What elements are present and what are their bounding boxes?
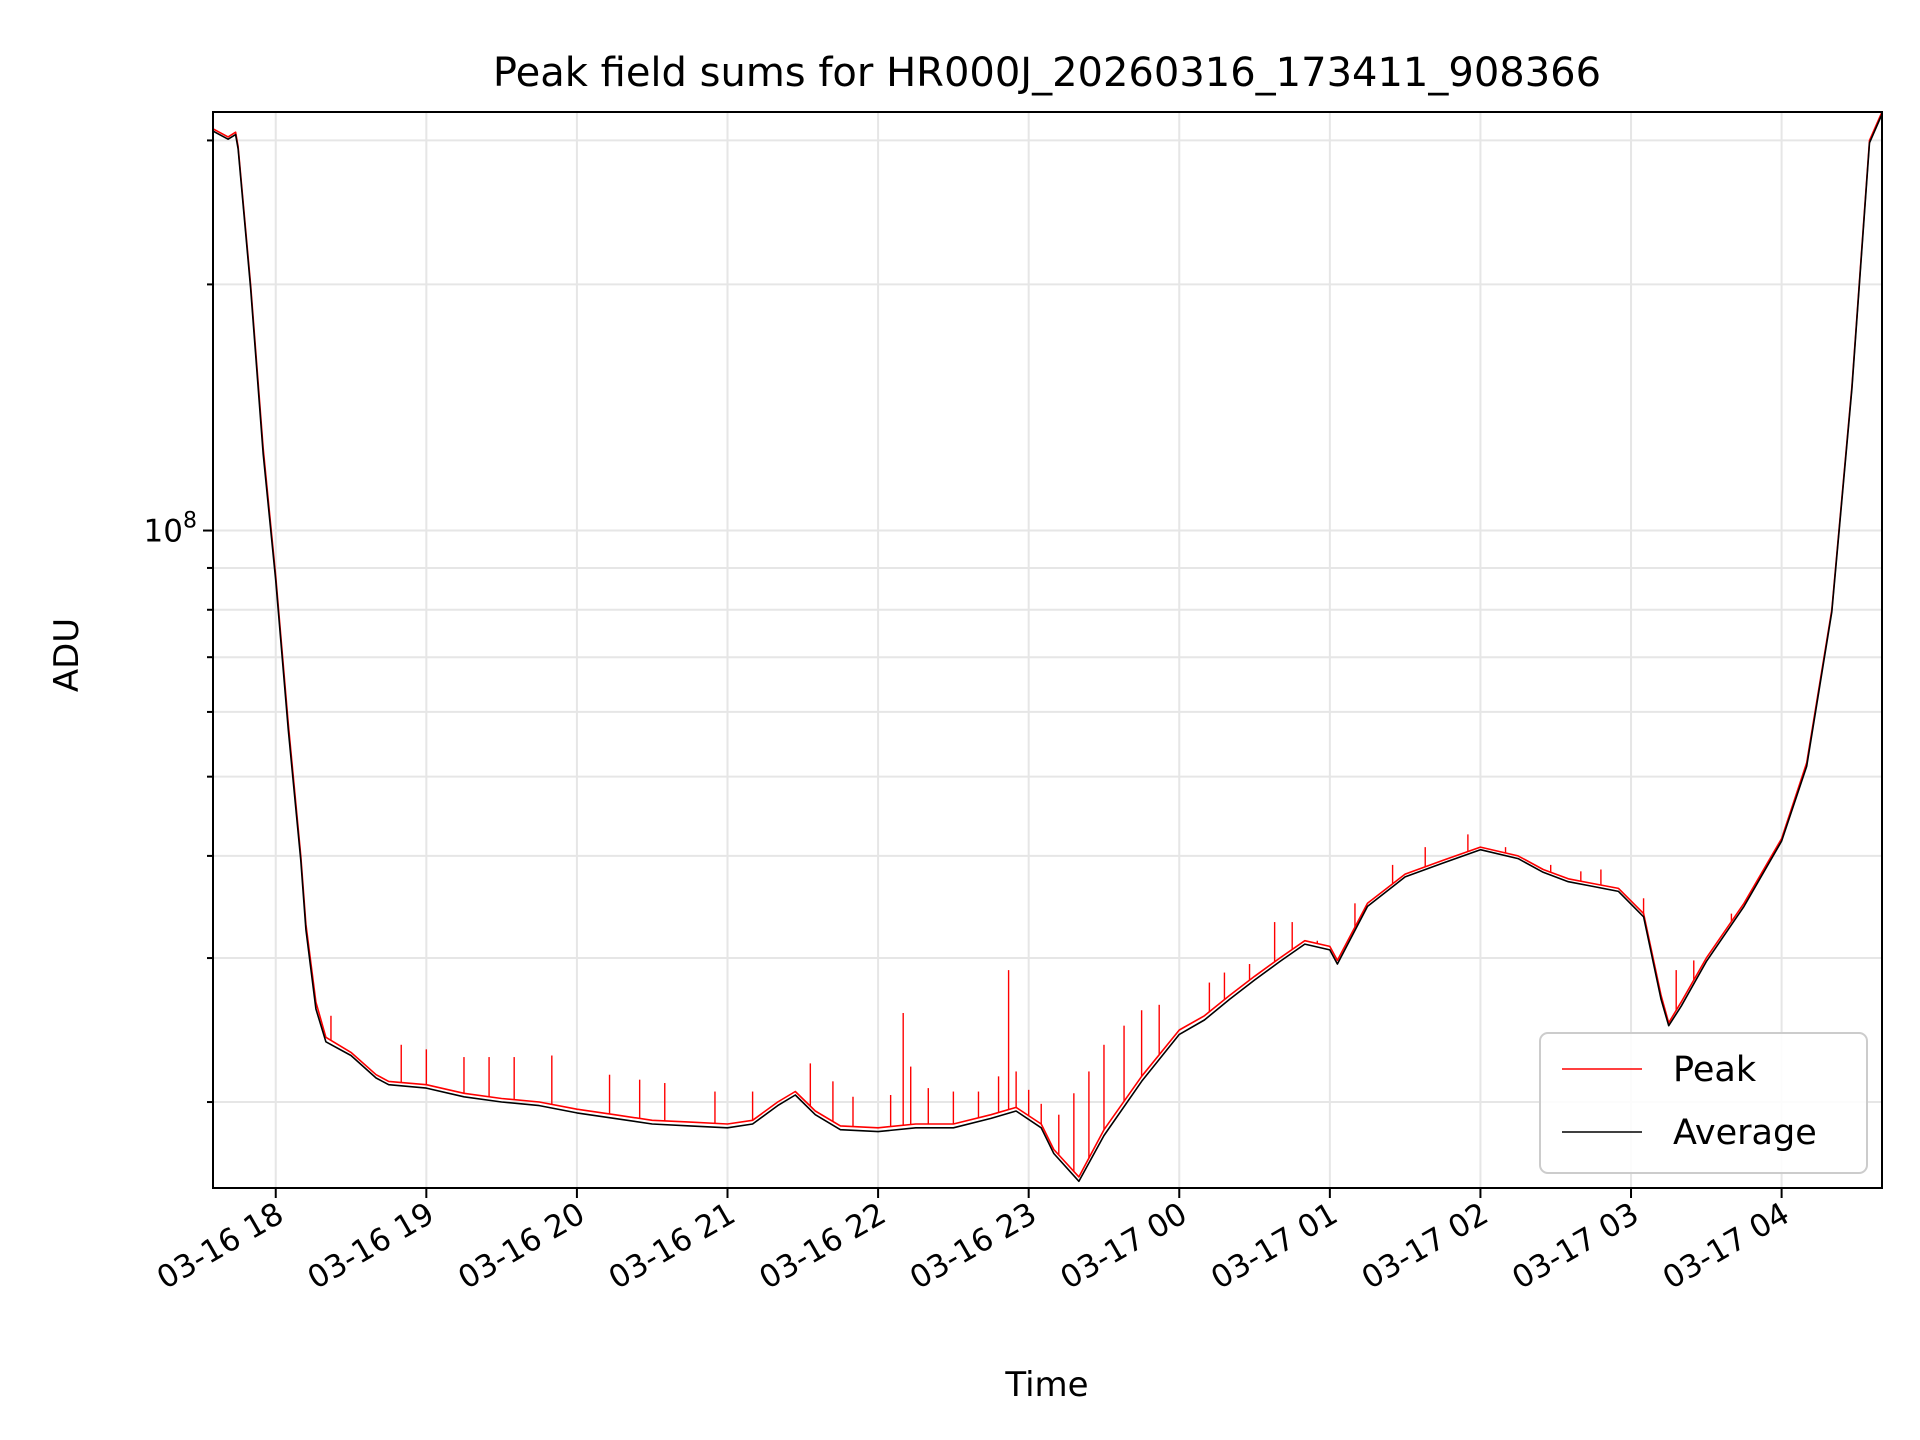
plot-frame	[212, 111, 1883, 1189]
series-layer	[213, 112, 1882, 1183]
plot-area	[213, 112, 1882, 1183]
grid	[213, 112, 1882, 1188]
legend: Peak Average	[1539, 1032, 1868, 1174]
series-line-average	[213, 113, 1882, 1183]
y-axis-label: ADU	[47, 618, 87, 692]
y-tick-label: 108	[144, 509, 197, 550]
legend-label-average: Average	[1673, 1113, 1817, 1153]
y-axis: 108	[144, 139, 213, 1104]
chart-title: Peak field sums for HR000J_20260316_1734…	[493, 50, 1601, 96]
x-axis-label: Time	[1004, 1365, 1088, 1405]
legend-box	[1539, 1032, 1868, 1174]
legend-label-peak: Peak	[1673, 1050, 1757, 1090]
